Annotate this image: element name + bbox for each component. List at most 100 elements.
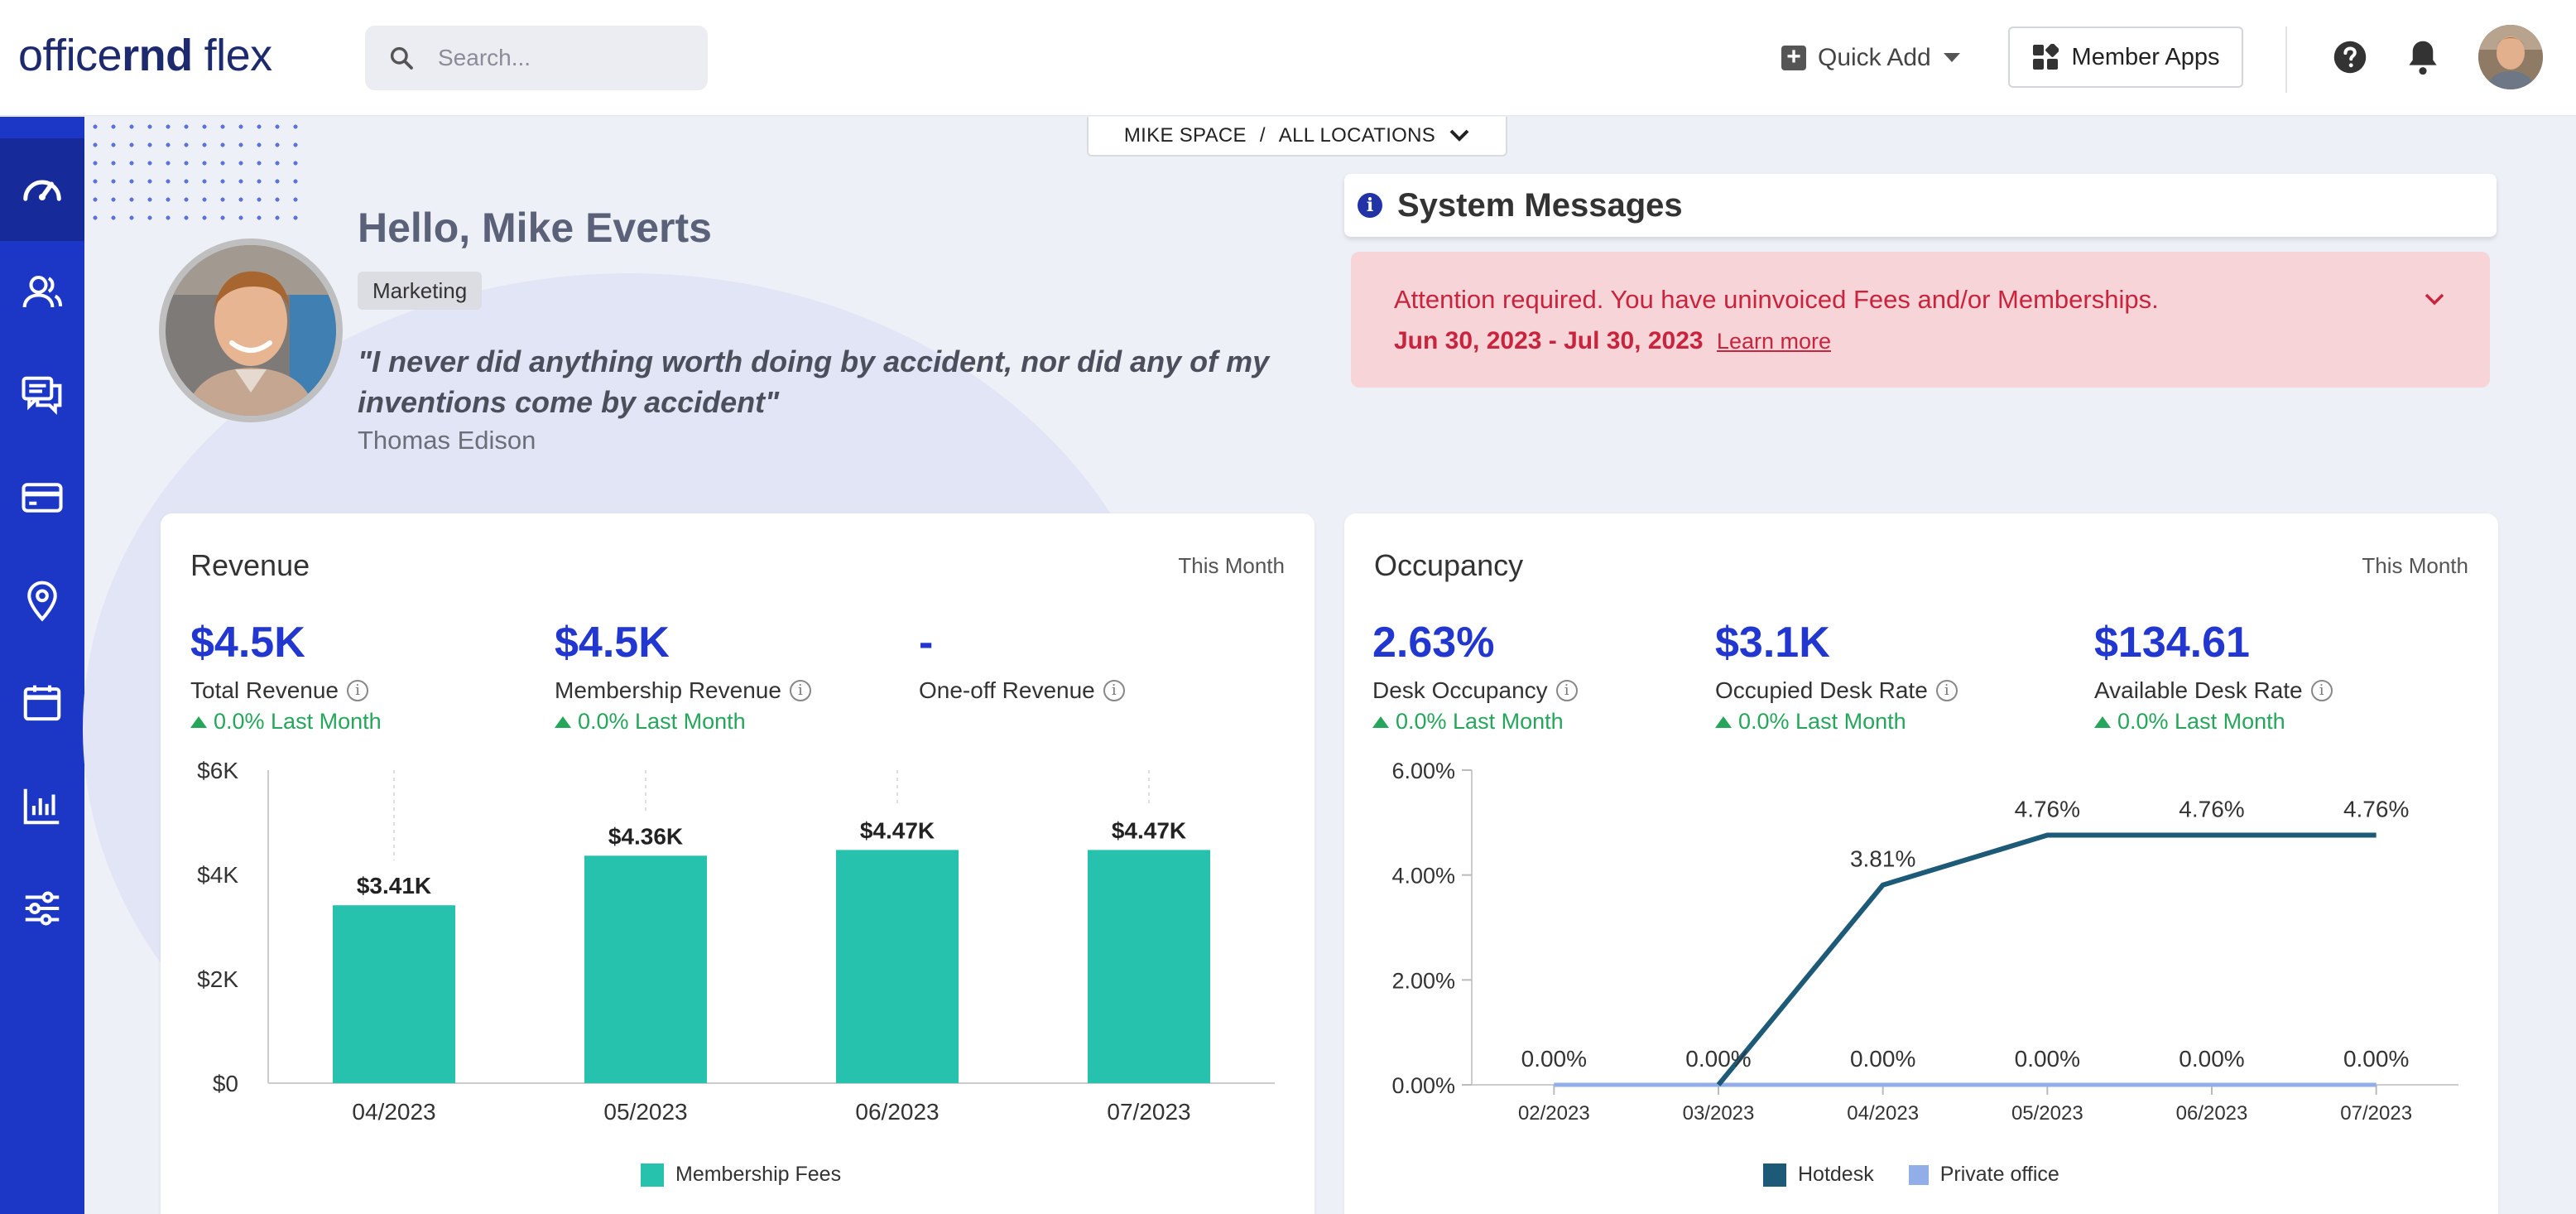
revenue-legend[interactable]: Membership Fees bbox=[641, 1163, 841, 1187]
notification-bell-icon[interactable] bbox=[2405, 38, 2440, 76]
location-space: MIKE SPACE bbox=[1123, 124, 1247, 147]
quote-author: Thomas Edison bbox=[358, 426, 536, 455]
caret-down-icon bbox=[1943, 53, 1960, 62]
info-icon[interactable]: i bbox=[1555, 680, 1578, 701]
legend-swatch bbox=[641, 1163, 664, 1187]
chevron-down-icon[interactable] bbox=[2422, 287, 2447, 311]
hotdesk-series-line bbox=[1716, 832, 2377, 1086]
alert-dates: Jun 30, 2023 - Jul 30, 2023 Learn more bbox=[1394, 327, 1831, 355]
sidebar-item-billing[interactable] bbox=[0, 446, 84, 549]
x-tick-label: 07/2023 bbox=[1107, 1099, 1190, 1125]
info-icon[interactable]: i bbox=[789, 680, 811, 701]
hotdesk-data-label: 3.81% bbox=[1850, 846, 1915, 872]
trend-up-icon bbox=[1372, 715, 1389, 728]
header-divider bbox=[2285, 26, 2287, 93]
chevron-down-icon bbox=[1449, 129, 1469, 142]
sidebar-item-messages[interactable] bbox=[0, 344, 84, 446]
sidebar-item-reports[interactable] bbox=[0, 754, 84, 857]
learn-more-link[interactable]: Learn more bbox=[1716, 329, 1831, 354]
profile-photo bbox=[166, 245, 336, 416]
credit-card-icon bbox=[22, 483, 63, 513]
occupancy-legend: Hotdesk Private office bbox=[1763, 1163, 2059, 1187]
profile-avatar bbox=[159, 238, 343, 422]
quick-add-button[interactable]: + Quick Add bbox=[1781, 33, 1961, 83]
legend-label-hotdesk[interactable]: Hotdesk bbox=[1798, 1163, 1874, 1186]
search-input[interactable] bbox=[438, 45, 686, 71]
help-icon[interactable] bbox=[2333, 40, 2367, 75]
y-tick-label: 6.00% bbox=[1391, 759, 1455, 783]
kpi-trend: 0.0% Last Month bbox=[1396, 709, 1564, 734]
kpi-trend: 0.0% Last Month bbox=[2117, 709, 2285, 734]
sidebar-item-settings[interactable] bbox=[0, 857, 84, 960]
user-avatar-photo bbox=[2478, 25, 2543, 89]
apps-grid-icon bbox=[2032, 44, 2059, 70]
kpi-label: Occupied Desk Rate bbox=[1715, 677, 1928, 703]
search-icon bbox=[390, 46, 413, 70]
system-messages-header: i System Messages bbox=[1344, 174, 2497, 237]
private-office-data-label: 0.00% bbox=[1850, 1046, 1915, 1072]
hotdesk-data-label: 4.76% bbox=[2343, 797, 2409, 822]
sidebar-item-dashboard[interactable] bbox=[0, 138, 84, 241]
alert-message: Attention required. You have uninvoiced … bbox=[1394, 285, 2159, 314]
kpi-label: Membership Revenue bbox=[555, 677, 781, 703]
y-tick-label: $2K bbox=[197, 966, 238, 992]
private-office-data-label: 0.00% bbox=[2343, 1046, 2409, 1072]
members-icon bbox=[22, 275, 63, 308]
kpi-value: $3.1K bbox=[1715, 619, 1830, 667]
greeting-heading: Hello, Mike Everts bbox=[358, 205, 712, 251]
private-office-data-label: 0.00% bbox=[2179, 1046, 2244, 1072]
user-avatar[interactable] bbox=[2478, 25, 2543, 89]
system-messages-title: System Messages bbox=[1397, 186, 1683, 224]
kpi-label: Total Revenue bbox=[190, 677, 339, 703]
bar bbox=[836, 850, 959, 1083]
search-box[interactable] bbox=[365, 26, 708, 90]
kpi-value: - bbox=[919, 619, 934, 667]
location-separator: / bbox=[1259, 124, 1266, 147]
legend-label-private-office[interactable]: Private office bbox=[1939, 1163, 2059, 1186]
dashboard-gauge-icon bbox=[23, 180, 61, 201]
calendar-icon bbox=[23, 685, 61, 721]
x-tick-label: 06/2023 bbox=[855, 1099, 939, 1125]
kpi-available-desk-rate: $134.61 Available Desk Rate i 0.0% Last M… bbox=[2094, 618, 2333, 735]
occupancy-period[interactable]: This Month bbox=[2362, 553, 2468, 578]
settings-sliders-icon bbox=[25, 891, 60, 926]
kpi-value: $134.61 bbox=[2094, 619, 2250, 667]
x-tick-label: 07/2023 bbox=[2340, 1102, 2412, 1125]
y-tick-label: 4.00% bbox=[1391, 864, 1455, 889]
kpi-trend: 0.0% Last Month bbox=[578, 709, 746, 734]
bar-chart-icon bbox=[23, 788, 60, 825]
location-pin-icon bbox=[27, 581, 57, 622]
sidebar-item-calendar[interactable] bbox=[0, 652, 84, 754]
info-icon[interactable]: i bbox=[347, 680, 369, 701]
trend-up-icon bbox=[190, 715, 207, 728]
trend-up-icon bbox=[2094, 715, 2111, 728]
member-apps-button[interactable]: Member Apps bbox=[2008, 26, 2243, 88]
location-selector[interactable]: MIKE SPACE / ALL LOCATIONS bbox=[1087, 117, 1507, 157]
sidebar-item-members[interactable] bbox=[0, 241, 84, 344]
revenue-period[interactable]: This Month bbox=[1178, 553, 1285, 578]
x-tick-label: 02/2023 bbox=[1518, 1102, 1590, 1125]
y-tick-label: $6K bbox=[197, 758, 238, 783]
x-tick-label: 05/2023 bbox=[2011, 1102, 2083, 1125]
private-office-data-label: 0.00% bbox=[1521, 1046, 1587, 1072]
kpi-trend: 0.0% Last Month bbox=[1738, 709, 1906, 734]
sidebar-nav bbox=[0, 117, 84, 1214]
occupancy-card: Occupancy This Month 2.63% Desk Occupanc… bbox=[1344, 513, 2498, 1214]
alert-date-range: Jun 30, 2023 - Jul 30, 2023 bbox=[1394, 327, 1704, 354]
bar bbox=[584, 855, 707, 1083]
x-tick-label: 06/2023 bbox=[2176, 1102, 2248, 1125]
private-office-data-label: 0.00% bbox=[1685, 1046, 1751, 1072]
kpi-value: $4.5K bbox=[190, 619, 305, 667]
info-icon[interactable]: i bbox=[2310, 680, 2333, 701]
bar bbox=[1088, 850, 1210, 1083]
kpi-trend: 0.0% Last Month bbox=[214, 709, 382, 734]
kpi-label: One-off Revenue bbox=[919, 677, 1095, 703]
app-logo[interactable]: officernd flex bbox=[18, 31, 272, 80]
info-icon[interactable]: i bbox=[1103, 680, 1125, 701]
sidebar-item-locations[interactable] bbox=[0, 549, 84, 652]
x-tick-label: 04/2023 bbox=[1847, 1102, 1919, 1125]
trend-up-icon bbox=[1715, 715, 1732, 728]
info-icon[interactable]: i bbox=[1935, 680, 1958, 701]
x-tick-label: 04/2023 bbox=[352, 1099, 435, 1125]
